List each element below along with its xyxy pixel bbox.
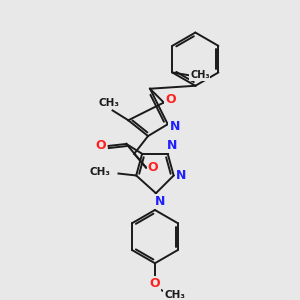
Text: O: O — [165, 93, 176, 106]
Text: N: N — [155, 195, 165, 208]
Text: CH₃: CH₃ — [90, 167, 111, 176]
Text: CH₃: CH₃ — [190, 70, 210, 80]
Text: N: N — [167, 140, 177, 152]
Text: CH₃: CH₃ — [98, 98, 119, 107]
Text: CH₃: CH₃ — [164, 290, 185, 300]
Text: O: O — [148, 161, 158, 174]
Text: N: N — [176, 169, 187, 182]
Text: N: N — [169, 120, 180, 133]
Text: O: O — [150, 278, 160, 290]
Text: O: O — [95, 140, 106, 152]
